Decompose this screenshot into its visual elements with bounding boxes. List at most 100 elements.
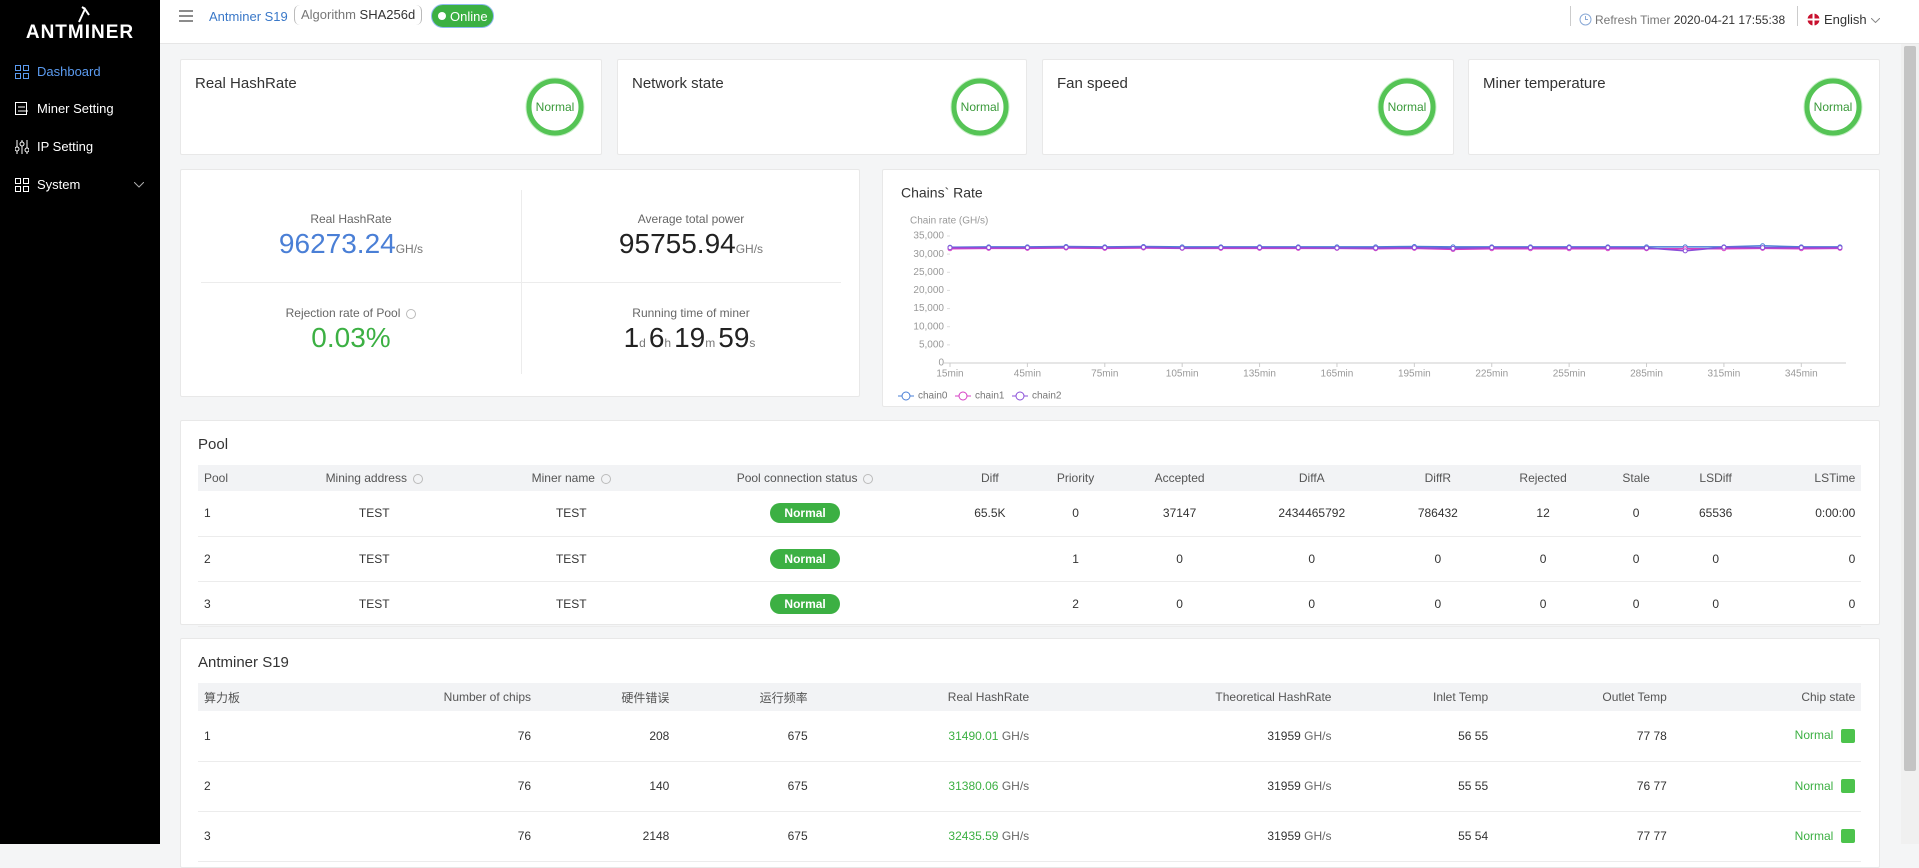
x-tick-label: 45min <box>1014 369 1041 380</box>
icon <box>15 178 29 192</box>
cell: 76 <box>369 711 538 762</box>
column-header: Real HashRate <box>813 683 1036 711</box>
column-header: Miner name <box>466 465 677 491</box>
column-header: Inlet Temp <box>1337 683 1495 711</box>
column-header: 算力板 <box>198 683 370 711</box>
info-icon[interactable] <box>406 308 417 319</box>
point <box>1257 245 1263 251</box>
y-tick-label: 15,000 <box>913 303 944 314</box>
cell: Normal <box>1672 761 1862 812</box>
x-tick-label: 315min <box>1708 369 1741 380</box>
cell: Normal <box>676 581 934 627</box>
menu-item[interactable]: Dashboard <box>0 57 160 87</box>
unit: GH/s <box>1304 779 1332 793</box>
cell: 31959 GH/s <box>1035 811 1338 862</box>
ring <box>526 78 584 136</box>
icon <box>15 140 29 154</box>
language[interactable]: English <box>1824 12 1867 27</box>
column-header: Pool connection status <box>676 465 934 491</box>
runtime: 1d 6h 19m 59s <box>521 322 861 354</box>
state-box <box>1841 779 1856 794</box>
pool-row: 1 TEST TEST Normal 65.5K 0 37147 2434465792 7864… <box>198 491 1862 537</box>
stat-value: 0.03% <box>311 322 391 353</box>
algorithm-label: Algorithm <box>301 7 356 22</box>
boards-table: 算力板 Number of chips 硬件错误 运行频率 Real HashRate T… <box>198 683 1862 862</box>
point <box>1140 244 1146 250</box>
runtime-number: 59 <box>718 322 750 353</box>
runtime-unit: s <box>749 336 756 350</box>
cell: 2 <box>198 761 370 812</box>
scrollbar[interactable] <box>1901 44 1919 844</box>
cell: 55 55 <box>1337 761 1495 812</box>
cell: TEST <box>466 581 677 627</box>
value: 32435.59 <box>948 829 999 843</box>
model: Antminer S19 <box>209 9 288 24</box>
legend-item: chain1 <box>955 391 1005 402</box>
menu-item[interactable]: IP Setting <box>0 132 160 162</box>
cell: 65536 <box>1692 491 1739 537</box>
point <box>1682 248 1688 254</box>
cell: 2 <box>1046 581 1105 627</box>
icon <box>15 65 29 79</box>
point <box>1837 245 1843 251</box>
header: Antminer S19 Algorithm SHA256d Online Re… <box>160 0 1919 44</box>
menu-item[interactable]: Miner Setting <box>0 94 160 124</box>
menu-toggle[interactable] <box>179 10 193 22</box>
info-icon <box>412 473 423 484</box>
card-title: Antminer S19 <box>198 654 289 671</box>
header-text: Pool connection status <box>736 471 858 485</box>
scroll-thumb[interactable] <box>1904 46 1916 771</box>
status-ring: Normal <box>950 77 1010 137</box>
column-header: DiffR <box>1369 465 1507 491</box>
x-tick-label: 105min <box>1166 369 1199 380</box>
pool-table: Pool Mining address Miner name Pool connect… <box>198 465 1862 627</box>
x-tick-label: 135min <box>1243 369 1276 380</box>
cell: 0 <box>1692 581 1739 627</box>
x-tick-label: 285min <box>1630 369 1663 380</box>
value: 31959 <box>1267 829 1301 843</box>
cell: 675 <box>675 811 814 862</box>
refresh-time: 2020-04-21 17:55:38 <box>1673 13 1786 27</box>
cell: 140 <box>537 761 676 812</box>
algorithm-box: Algorithm SHA256d <box>294 5 423 25</box>
cell: 77 78 <box>1494 711 1673 762</box>
x-tick-label: 225min <box>1475 369 1508 380</box>
menu-item[interactable]: System <box>0 170 160 200</box>
unit: GH/s <box>735 242 764 256</box>
unit: GH/s <box>1304 728 1332 743</box>
value: 95755.94 <box>618 228 736 259</box>
y-axis-label: Chain rate (GH/s) <box>910 216 988 227</box>
state-box <box>1841 829 1856 844</box>
column-header: DiffA <box>1254 465 1370 491</box>
menu-label: Dashboard <box>37 64 101 79</box>
column-header: LSDiff <box>1692 465 1739 491</box>
cell: 1 <box>1046 536 1105 582</box>
point <box>1373 245 1379 251</box>
card-title: Pool <box>198 436 229 453</box>
cell: Normal <box>676 491 934 537</box>
column-header: Priority <box>1046 465 1105 491</box>
legend-item: chain0 <box>898 391 948 402</box>
cell: 32435.59 GH/s <box>813 811 1036 862</box>
cell: 2148 <box>537 811 676 862</box>
column-header: Pool <box>198 465 283 491</box>
x-tick-label: 15min <box>936 369 963 380</box>
status-card: Real HashRate Normal <box>180 59 602 155</box>
status-pill: Normal <box>770 548 841 569</box>
column-header: Diff <box>933 465 1047 491</box>
column-header: LSTime <box>1738 465 1862 491</box>
cell: Normal <box>1672 711 1862 762</box>
unit: GH/s <box>395 242 424 256</box>
point <box>1760 245 1766 251</box>
cell <box>933 581 1047 627</box>
column-header: Chip state <box>1672 683 1862 711</box>
cell: 76 77 <box>1494 761 1673 812</box>
legend-item: chain2 <box>1012 391 1062 402</box>
unit: GH/s <box>1001 829 1030 843</box>
status-text: Normal <box>1388 100 1427 114</box>
ring <box>1378 78 1436 136</box>
cell: 675 <box>675 761 814 812</box>
point <box>1024 245 1030 251</box>
point <box>1527 245 1533 251</box>
